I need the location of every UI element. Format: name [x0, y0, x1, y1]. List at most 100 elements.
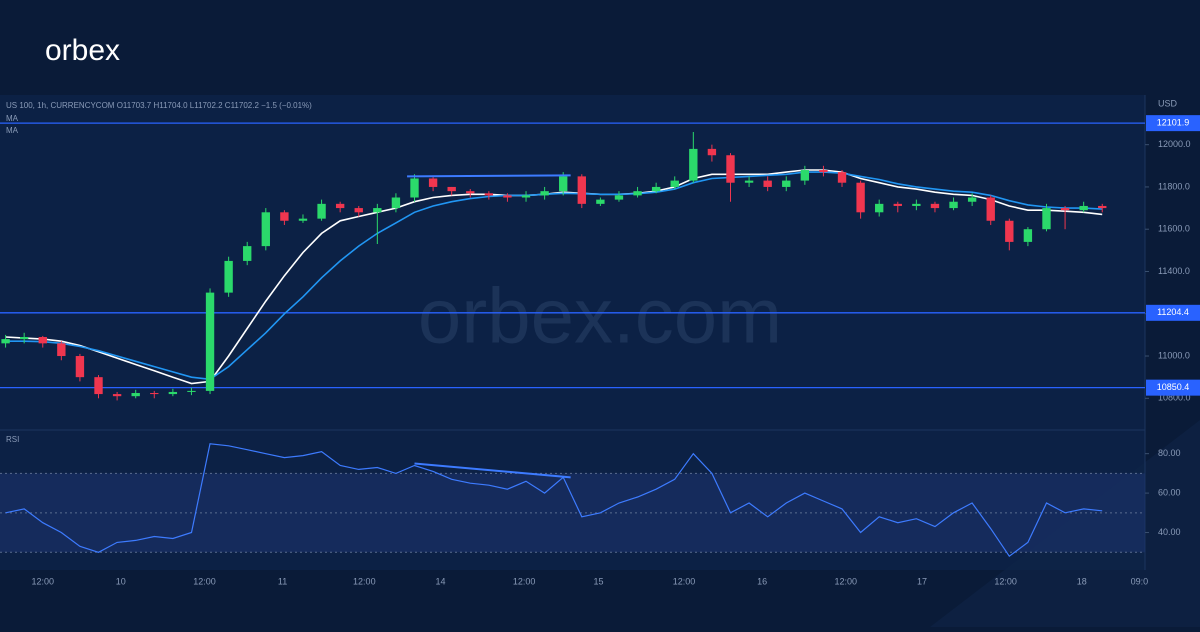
- x-tick-label: 12:00: [673, 576, 696, 586]
- candle-body: [967, 197, 977, 202]
- x-tick-label: 09:0: [1131, 576, 1149, 586]
- ma-line: [5, 171, 1103, 381]
- candle-body: [94, 377, 103, 395]
- candle-body: [503, 195, 512, 198]
- candle-body: [856, 182, 865, 213]
- candle-body: [168, 391, 178, 395]
- candle-body: [986, 197, 995, 221]
- x-tick-label: 16: [757, 576, 767, 586]
- x-tick-label: 18: [1077, 576, 1087, 586]
- candle-body: [75, 356, 85, 378]
- candle-body: [373, 208, 382, 213]
- candle-body: [391, 197, 401, 209]
- trendline: [414, 462, 571, 479]
- candle-body: [800, 170, 810, 181]
- y-tick-label: 12000.0: [1158, 139, 1191, 149]
- candle-body: [651, 186, 661, 192]
- candle-body: [410, 178, 419, 198]
- ma-label: MA: [6, 114, 19, 123]
- candle-body: [726, 155, 735, 183]
- level-tag: [1146, 379, 1200, 396]
- candle-body: [466, 191, 475, 194]
- candle-body: [112, 394, 122, 397]
- candle-body: [633, 191, 642, 196]
- candle-body: [57, 343, 66, 357]
- candle-body: [912, 203, 921, 206]
- y-tick-label: 60.00: [1158, 487, 1181, 497]
- candle-body: [596, 199, 605, 204]
- candle-body: [428, 178, 438, 187]
- candle-body: [1023, 229, 1033, 242]
- x-tick-label: 17: [917, 576, 927, 586]
- candle-body: [280, 212, 289, 221]
- y-tick-label: 10800.0: [1158, 393, 1191, 403]
- y-tick-label: 11600.0: [1158, 224, 1190, 234]
- candle-body: [837, 172, 847, 183]
- candle-body: [1, 339, 10, 344]
- x-tick-label: 12:00: [834, 576, 857, 586]
- candle-body: [893, 203, 902, 206]
- candle-body: [782, 180, 791, 187]
- level-tag: [1146, 115, 1200, 132]
- y-tick-label: 11800.0: [1158, 181, 1190, 191]
- candle-body: [875, 203, 884, 213]
- level-tag: [1146, 304, 1200, 321]
- candle-body: [559, 176, 568, 192]
- symbol-info: US 100, 1h, CURRENCYCOM O11703.7 H11704.…: [6, 101, 312, 110]
- candle-body: [614, 195, 624, 200]
- candle-body: [317, 203, 326, 219]
- candle-body: [670, 180, 679, 187]
- candle-body: [354, 208, 363, 213]
- ma-label: MA: [6, 126, 19, 135]
- candle-body: [577, 176, 586, 204]
- candle-body: [19, 337, 29, 340]
- candle-body: [205, 292, 215, 391]
- x-tick-label: 12:00: [31, 576, 54, 586]
- candle-body: [763, 180, 772, 187]
- candle-body: [243, 246, 252, 261]
- candle-body: [744, 180, 754, 183]
- x-tick-label: 11: [278, 576, 287, 586]
- candle-body: [335, 203, 345, 209]
- level-label: 10850.4: [1157, 382, 1190, 392]
- candle-body: [540, 191, 549, 196]
- x-tick-label: 12:00: [513, 576, 536, 586]
- candle-body: [949, 201, 958, 209]
- y-tick-label: 11400.0: [1158, 266, 1190, 276]
- candle-body: [689, 148, 698, 181]
- candle-body: [131, 393, 140, 397]
- candle-body: [447, 186, 456, 192]
- candle-body: [819, 170, 828, 173]
- x-tick-label: 12:00: [994, 576, 1017, 586]
- candle-body: [930, 203, 940, 209]
- x-tick-label: 14: [436, 576, 446, 586]
- x-tick-label: 12:00: [193, 576, 216, 586]
- candle-body: [484, 193, 494, 196]
- axis-unit: USD: [1158, 98, 1178, 108]
- rsi-line: [5, 443, 1103, 558]
- candle-body: [38, 337, 47, 344]
- watermark: orbex.com: [418, 272, 782, 360]
- y-tick-label: 11000.0: [1158, 350, 1190, 360]
- candle-body: [224, 260, 233, 293]
- candle-body: [707, 148, 717, 156]
- candle-body: [187, 390, 196, 392]
- logo: orbex: [45, 34, 120, 67]
- candle-body: [150, 393, 159, 395]
- y-tick-label: 40.00: [1158, 527, 1181, 537]
- x-tick-label: 10: [116, 576, 126, 586]
- candle-body: [1079, 205, 1088, 211]
- x-tick-label: 15: [594, 576, 604, 586]
- candle-body: [1042, 208, 1051, 230]
- y-tick-label: 80.00: [1158, 448, 1181, 458]
- trendline: [407, 174, 571, 178]
- candle-body: [1098, 205, 1107, 209]
- candle-body: [521, 195, 531, 198]
- candle-body: [1060, 208, 1070, 211]
- level-label: 11204.4: [1157, 307, 1189, 317]
- candle-body: [298, 218, 308, 221]
- candle-body: [261, 212, 270, 247]
- x-tick-label: 12:00: [353, 576, 376, 586]
- level-label: 12101.9: [1157, 118, 1190, 128]
